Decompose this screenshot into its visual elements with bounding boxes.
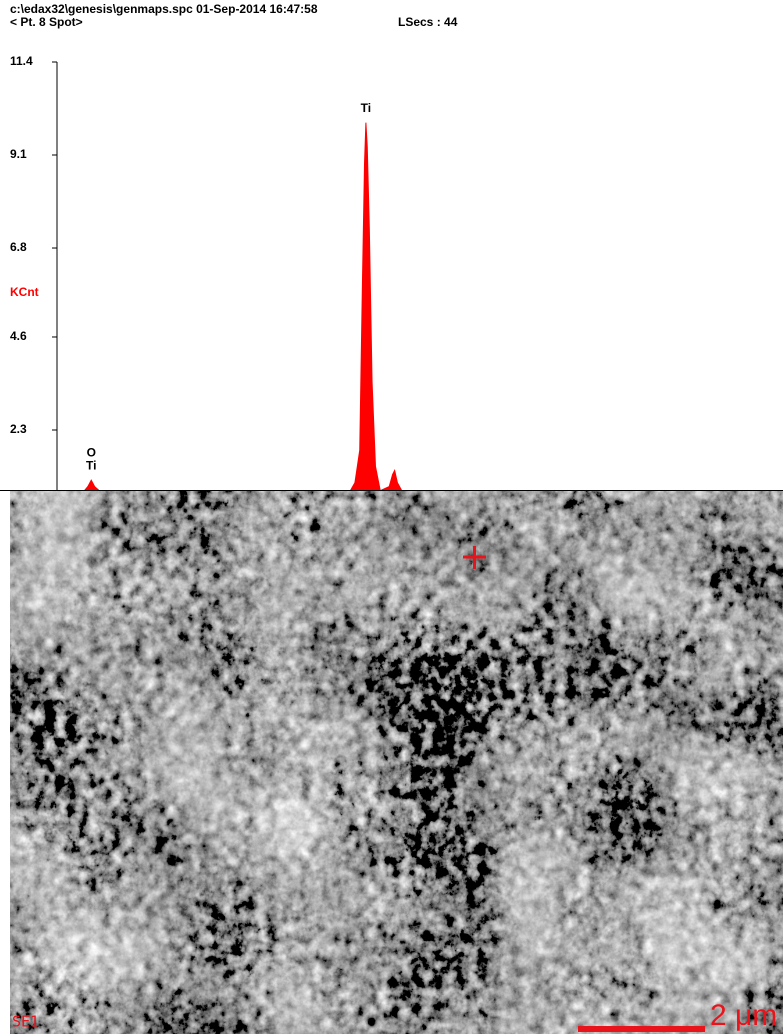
detector-label: SE1 — [12, 1013, 39, 1031]
spectrum-panel — [0, 0, 783, 490]
peak-label: Ti — [86, 458, 96, 472]
header-line: < Pt. 8 Spot> — [10, 15, 83, 29]
y-tick-label: 11.4 — [10, 54, 33, 68]
y-tick-label: 4.6 — [10, 329, 27, 343]
y-axis-label: KCnt — [10, 285, 39, 299]
peak-label: Ti — [361, 101, 371, 115]
scale-label: 2 μm — [710, 999, 777, 1032]
sem-micrograph — [10, 490, 783, 1034]
spectrum-area — [84, 122, 402, 490]
peak-label: O — [87, 445, 96, 459]
y-tick-label: 6.8 — [10, 240, 27, 254]
y-tick-label: 9.1 — [10, 147, 27, 161]
sem-image: SE1 2 μm — [0, 490, 783, 1034]
y-tick-label: 2.3 — [10, 422, 27, 436]
spectrum — [84, 122, 402, 490]
live-time: LSecs : 44 — [398, 15, 458, 29]
spot-marker — [463, 546, 486, 569]
scale-bar — [578, 1026, 705, 1032]
header-line: c:\edax32\genesis\genmaps.spc 01-Sep-201… — [10, 2, 318, 16]
